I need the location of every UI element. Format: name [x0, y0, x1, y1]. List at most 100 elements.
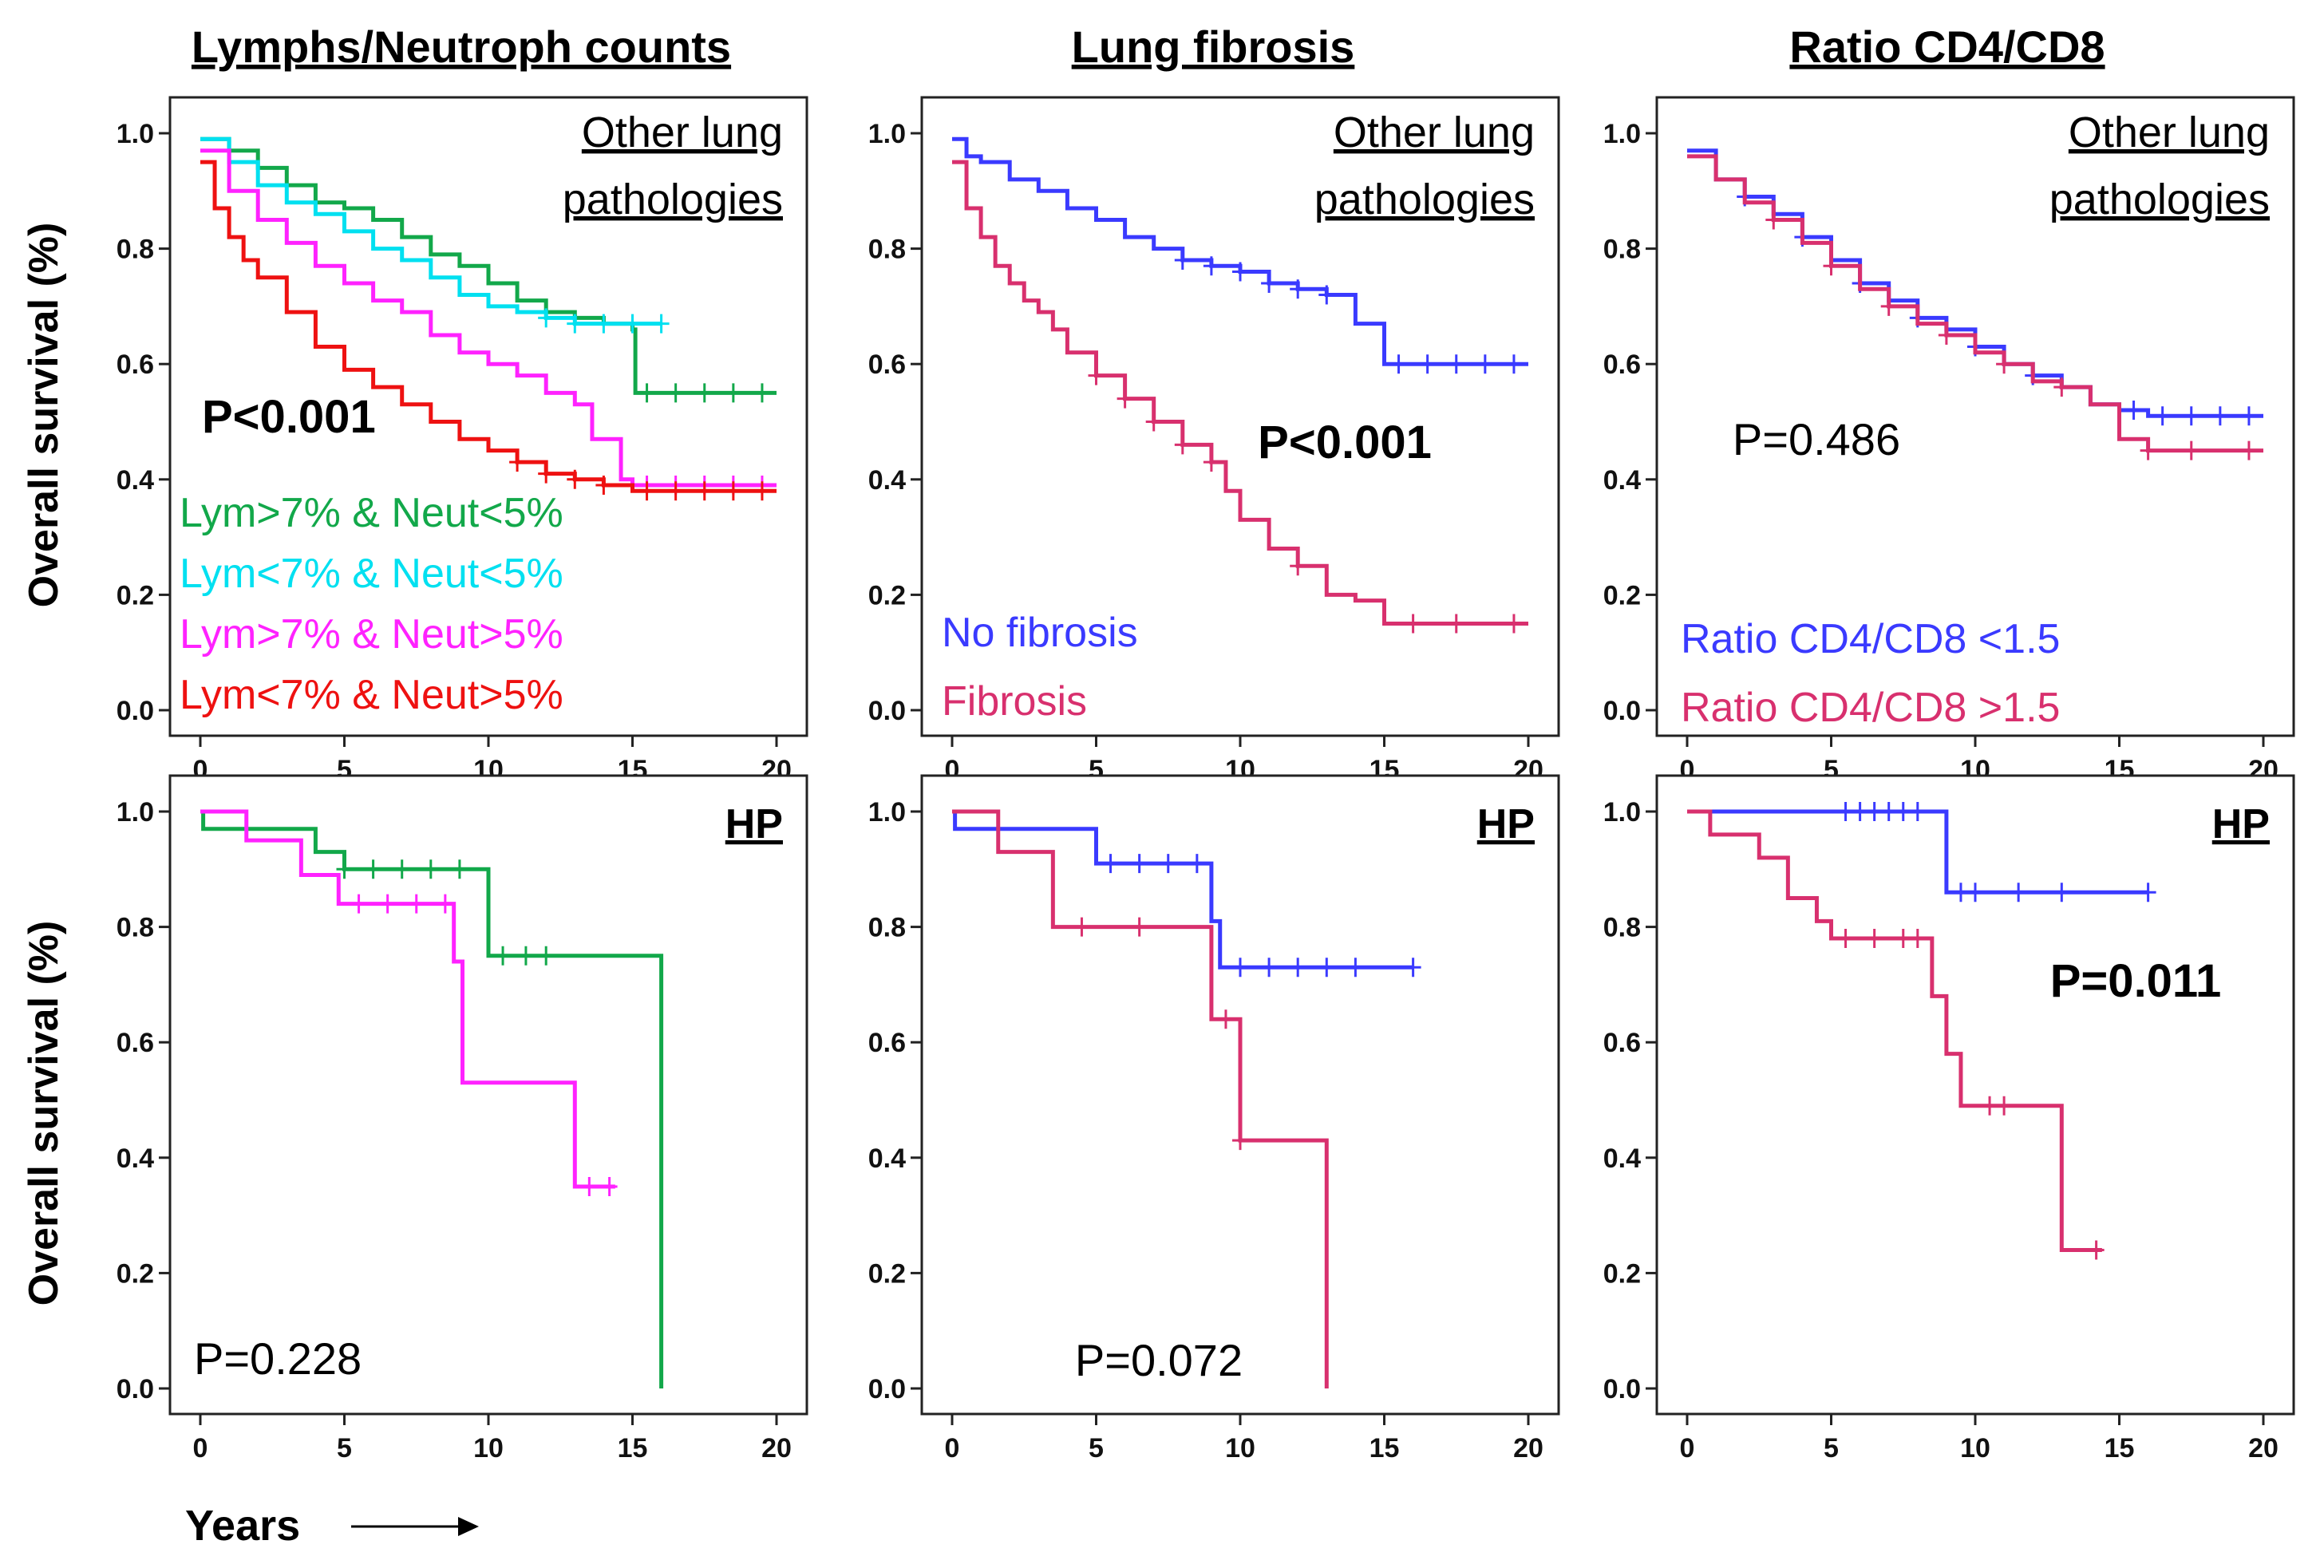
- censor-mark: [595, 314, 612, 334]
- censor-mark: [379, 894, 396, 914]
- censor-mark: [1476, 354, 1493, 374]
- y-tick-label: 1.0: [117, 797, 154, 827]
- y-tick-label: 0.8: [868, 913, 906, 943]
- y-tick-label: 0.4: [1603, 1143, 1641, 1174]
- x-tick-label: 10: [473, 1433, 504, 1463]
- censor-mark: [1131, 854, 1148, 874]
- x-tick-label: 15: [2105, 1433, 2135, 1463]
- x-tick-label: 20: [1513, 1433, 1543, 1463]
- y-tick-label: 1.0: [1603, 119, 1641, 149]
- censor-mark: [1837, 802, 1854, 821]
- censor-mark: [1174, 435, 1191, 455]
- censor-mark: [1261, 958, 1278, 978]
- censor-mark: [601, 1176, 618, 1196]
- legend-entry: Ratio CD4/CD8 <1.5: [1681, 616, 2060, 662]
- series-line: [200, 809, 615, 1189]
- censor-mark: [1909, 802, 1926, 821]
- censor-mark: [1088, 365, 1105, 385]
- censor-mark: [1880, 296, 1897, 316]
- censor-mark: [1837, 929, 1854, 949]
- censor-mark: [725, 481, 741, 501]
- censor-mark: [1448, 354, 1464, 374]
- censor-mark: [1261, 273, 1278, 293]
- legend-entry: Lym<7% & Neut<5%: [180, 551, 563, 597]
- censor-mark: [1852, 802, 1868, 821]
- censor-mark: [1895, 802, 1911, 821]
- y-tick-label: 0.8: [1603, 913, 1641, 943]
- x-tick-label: 0: [1680, 1433, 1695, 1463]
- y-tick-label: 0.8: [1603, 235, 1641, 265]
- p-value: P<0.001: [202, 391, 376, 443]
- censor-mark: [1505, 354, 1522, 374]
- panel-ratio-cd4-cd8-hp: 0.0 0.2 0.4 0.6 0.8 1.0 0 5 10 15 20 HP P=0.011: [1603, 774, 2295, 1463]
- group-label: HP: [725, 801, 783, 847]
- censor-mark: [2211, 406, 2228, 426]
- censor-mark: [2240, 440, 2257, 460]
- censor-mark: [653, 314, 670, 334]
- column-title-lung-fibrosis: Lung fibrosis: [1072, 22, 1355, 72]
- p-value: P=0.228: [194, 1333, 362, 1384]
- y-tick-label: 0.0: [868, 1374, 906, 1404]
- censor-mark: [1145, 412, 1162, 432]
- legend-entry: Lym>7% & Neut>5%: [180, 611, 563, 658]
- x-tick-label: 20: [2248, 1433, 2279, 1463]
- panel-frame: [920, 96, 1560, 737]
- censor-mark: [1347, 958, 1364, 978]
- censor-mark: [1102, 854, 1119, 874]
- group-label: pathologies: [2049, 176, 2270, 223]
- x-tick-label: 0: [193, 1433, 208, 1463]
- censor-mark: [538, 946, 555, 966]
- censor-mark: [1405, 614, 1421, 634]
- censor-mark: [1232, 262, 1248, 282]
- censor-mark: [1996, 1096, 2013, 1116]
- censor-mark: [2154, 406, 2171, 426]
- group-label: HP: [1477, 801, 1535, 847]
- censor-mark: [2183, 406, 2200, 426]
- group-label: pathologies: [563, 176, 783, 223]
- y-tick-label: 0.6: [1603, 1028, 1641, 1058]
- censor-mark: [595, 476, 612, 496]
- censor-mark: [753, 383, 770, 403]
- censor-mark: [1996, 354, 2013, 374]
- x-axis-label-years: Years: [185, 1502, 300, 1550]
- legend-entry: No fibrosis: [942, 610, 1138, 656]
- legend-entry: Fibrosis: [942, 678, 1087, 725]
- y-tick-label: 0.0: [868, 696, 906, 726]
- y-tick-label: 0.2: [117, 580, 154, 610]
- censor-mark: [1448, 614, 1464, 634]
- censor-mark: [1938, 326, 1954, 346]
- censor-mark: [509, 452, 526, 472]
- censor-mark: [1895, 929, 1911, 949]
- panel-frame: [1655, 774, 2295, 1416]
- censor-mark: [1866, 929, 1883, 949]
- censor-mark: [1188, 854, 1205, 874]
- censor-mark: [1290, 279, 1306, 299]
- x-tick-label: 15: [618, 1433, 648, 1463]
- p-value: P=0.011: [2050, 955, 2222, 1007]
- series-line: [952, 136, 1528, 366]
- censor-mark: [1131, 917, 1148, 937]
- censor-mark: [2088, 1240, 2105, 1260]
- censor-mark: [451, 859, 468, 879]
- x-tick-label: 0: [945, 1433, 960, 1463]
- censor-mark: [1290, 958, 1306, 978]
- censor-mark: [1160, 854, 1176, 874]
- censor-mark: [336, 859, 353, 879]
- column-title-ratio-cd4-cd8: Ratio CD4/CD8: [1789, 22, 2105, 72]
- censor-mark: [1390, 354, 1407, 374]
- series-line: [200, 148, 777, 488]
- y-tick-label: 0.4: [868, 465, 906, 496]
- x-tick-label: 10: [1960, 1433, 1990, 1463]
- censor-mark: [1866, 802, 1883, 821]
- y-tick-label: 0.6: [868, 1028, 906, 1058]
- censor-mark: [495, 946, 512, 966]
- censor-mark: [1967, 883, 1983, 902]
- y-tick-label: 1.0: [1603, 797, 1641, 827]
- censor-mark: [1232, 958, 1248, 978]
- y-tick-label: 0.2: [1603, 1258, 1641, 1289]
- censor-mark: [437, 894, 453, 914]
- censor-mark: [1203, 256, 1219, 276]
